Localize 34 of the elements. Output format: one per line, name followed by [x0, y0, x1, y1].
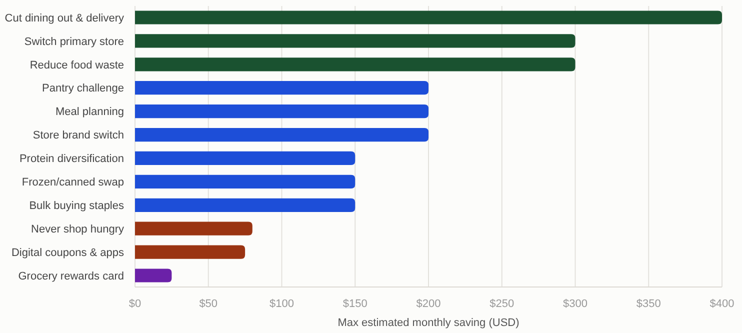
bar: [135, 151, 356, 166]
x-tick-label: $250: [490, 298, 514, 310]
bar: [135, 174, 356, 188]
x-tick-label: $0: [128, 298, 142, 310]
y-tick-label: Frozen/canned swap: [22, 176, 124, 189]
bar: [135, 128, 428, 142]
bar: [135, 10, 722, 24]
y-tick-label: Reduce food waste: [30, 59, 124, 72]
x-tick-label: $200: [416, 298, 441, 310]
y-tick-label: Meal planning: [56, 106, 124, 118]
y-tick-label: Grocery rewards card: [18, 270, 124, 282]
bar: [135, 198, 356, 212]
y-tick-label: Bulk buying staples: [29, 200, 124, 212]
y-tick-label: Pantry challenge: [42, 82, 124, 95]
x-axis-title: Max estimated monthly saving (USD): [338, 317, 520, 329]
y-tick-label: Digital coupons & apps: [11, 246, 124, 259]
y-tick-label: Store brand switch: [32, 130, 124, 142]
bar: [135, 81, 428, 95]
y-tick-label: Switch primary store: [24, 36, 124, 48]
bar: [135, 222, 252, 236]
y-tick-label: Never shop hungry: [31, 223, 124, 236]
x-tick-label: $300: [563, 298, 588, 310]
bar: [135, 34, 576, 48]
x-tick-label: $50: [199, 298, 218, 310]
x-tick-label: $350: [636, 298, 661, 310]
y-tick-label: Cut dining out & delivery: [4, 12, 124, 24]
bar: [135, 58, 576, 72]
x-tick-label: $150: [342, 298, 368, 310]
bar: [135, 245, 246, 259]
x-tick-label: $400: [710, 298, 734, 310]
bar: [135, 268, 172, 282]
bar: [135, 104, 428, 118]
x-tick-label: $100: [270, 298, 294, 310]
y-tick-label: Protein diversification: [19, 153, 124, 166]
